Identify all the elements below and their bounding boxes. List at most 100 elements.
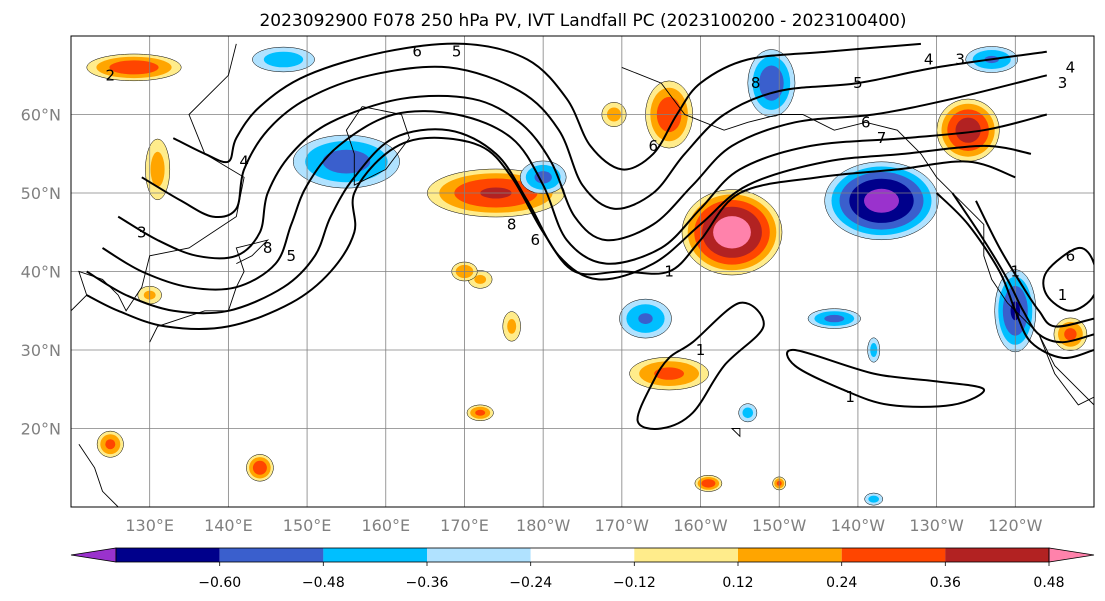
ivt-anomaly-3-level-2 — [322, 149, 371, 174]
pv-contour-label-18: 1 — [664, 263, 674, 281]
pv-contour-label-2: 5 — [452, 43, 462, 61]
pv-contour-label-4: 3 — [137, 223, 147, 241]
colorbar-outline — [115, 547, 1050, 563]
pv-contour-label-12: 4 — [924, 51, 934, 69]
coastline-kamchatka — [345, 106, 410, 186]
colorbar-ticks: −0.60 −0.48 −0.36 −0.24 −0.12 0.12 0.24 0.36 0.4… — [198, 562, 1065, 591]
lon-tick-130: 130°E — [125, 516, 174, 535]
pv-contour-label-7: 8 — [751, 74, 761, 92]
lon-tick-240: 120°W — [988, 516, 1043, 535]
lat-tick-30: 30°N — [21, 341, 61, 360]
ivt-anomaly-2-level-1 — [150, 151, 165, 187]
pv-contour-label-10: 6 — [861, 113, 871, 131]
ivt-anomaly-layer — [86, 46, 1088, 506]
pv-contours — [86, 42, 1094, 430]
colorbar-bin-5 — [530, 548, 635, 562]
pv-contour-label-3: 4 — [239, 153, 249, 171]
map-title: 2023092900 F078 250 hPa PV, IVT Landfall… — [259, 11, 906, 31]
pv-contour-label-16: 8 — [507, 215, 517, 233]
lat-tick-40: 40°N — [21, 263, 61, 282]
ivt-anomaly-0-level-2 — [109, 60, 159, 75]
pv-contour-label-5: 8 — [263, 239, 273, 257]
lon-tick-160: 160°E — [361, 516, 410, 535]
pv-contour-label-23: 1 — [1058, 286, 1068, 304]
pv-contour-4-5 — [117, 74, 1048, 260]
pv-contour-7-8 — [935, 192, 1094, 359]
colorbar-tick-label-4: −0.12 — [613, 575, 656, 591]
colorbar: −0.60 −0.48 −0.36 −0.24 −0.12 0.12 0.24 0.36 0.4… — [70, 547, 1095, 591]
ivt-anomaly-21-level-2 — [105, 439, 116, 450]
ivt-anomaly-9-level-4 — [864, 188, 899, 213]
colorbar-tick-label-3: −0.24 — [509, 575, 552, 591]
ivt-anomaly-13-level-2 — [1064, 328, 1077, 341]
lon-tick-180: 180°W — [516, 516, 571, 535]
pv-contour-label-20: 1 — [845, 388, 855, 406]
pv-contour-label-15: 4 — [1066, 58, 1076, 76]
lon-tick-210: 150°W — [752, 516, 807, 535]
ivt-anomaly-16-level-2 — [654, 367, 684, 380]
ivt-anomaly-19-level-1 — [507, 319, 517, 334]
pv-contour-label-6: 5 — [287, 247, 297, 265]
latitude-tick-labels: 20°N 30°N 40°N 50°N 60°N — [21, 106, 61, 439]
pv-contour-1-1 — [786, 348, 985, 408]
pv-contour-8-9 — [951, 192, 1094, 344]
pv-contour-1-2 — [86, 136, 1016, 330]
lon-tick-230: 130°W — [909, 516, 964, 535]
ivt-anomaly-20-level-2 — [252, 460, 267, 475]
ivt-anomaly-23-level-1 — [742, 407, 754, 419]
lat-tick-50: 50°N — [21, 184, 61, 203]
pv-contour-label-8: 6 — [649, 137, 659, 155]
pv-contour-10-11 — [1042, 246, 1094, 312]
coastline-alaska — [621, 66, 961, 202]
lon-tick-200: 160°W — [673, 516, 728, 535]
ivt-anomaly-1-level-1 — [263, 51, 304, 68]
pv-contour-label-19: 1 — [696, 341, 706, 359]
lat-tick-20: 20°N — [21, 420, 61, 439]
pv-contour-label-13: 3 — [955, 51, 965, 69]
ivt-anomaly-18-level-1 — [474, 274, 487, 284]
ivt-anomaly-25-level-2 — [701, 479, 716, 488]
colorbar-bin-9 — [945, 548, 1049, 562]
pv-contour-5-6 — [141, 50, 1047, 219]
lon-tick-220: 140°W — [831, 516, 886, 535]
pv-contour-label-1: 6 — [412, 43, 422, 61]
colorbar-tick-label-7: 0.36 — [930, 575, 961, 591]
map-frame — [70, 35, 1095, 508]
ivt-anomaly-15-level-2 — [824, 314, 845, 323]
lon-tick-150: 150°E — [283, 516, 332, 535]
colorbar-bins — [70, 547, 1095, 563]
colorbar-bin-6 — [634, 548, 738, 562]
colorbar-bin-3 — [323, 548, 427, 562]
colorbar-tick-label-5: 0.12 — [722, 575, 753, 591]
pv-contour-2-3 — [86, 128, 1032, 315]
colorbar-tick-label-0: −0.60 — [198, 575, 241, 591]
pv-contour-label-11: 7 — [877, 129, 887, 147]
ivt-anomaly-10-level-3 — [955, 117, 981, 143]
pv-contour-9-10 — [975, 200, 1094, 328]
colorbar-bin-1 — [116, 548, 220, 562]
lon-tick-170: 170°E — [440, 516, 489, 535]
pv-contour-label-9: 5 — [853, 74, 863, 92]
lon-tick-190: 170°W — [595, 516, 650, 535]
colorbar-bin-8 — [841, 548, 946, 562]
pv-contour-label-22: 6 — [1066, 247, 1076, 265]
pv-contour-6-7 — [172, 42, 921, 171]
colorbar-tick-label-1: −0.48 — [302, 575, 345, 591]
coastline-asia — [71, 43, 245, 312]
pv-contour-label-0: 2 — [106, 66, 116, 84]
colorbar-bin-2 — [219, 548, 324, 562]
colorbar-bin-4 — [427, 548, 531, 562]
colorbar-tick-label-8: 0.48 — [1033, 575, 1064, 591]
pv-contour-label-14: 3 — [1058, 74, 1068, 92]
colorbar-bin-7 — [738, 548, 842, 562]
ivt-anomaly-27-level-1 — [868, 495, 879, 503]
ivt-anomaly-17-level-2 — [475, 409, 486, 416]
colorbar-tick-label-2: −0.36 — [406, 575, 449, 591]
pv-contour-label-17: 6 — [531, 231, 541, 249]
pv-contour-3-4 — [101, 110, 1048, 291]
colorbar-tick-label-6: 0.24 — [826, 575, 857, 591]
coastline-philippines — [78, 443, 119, 507]
